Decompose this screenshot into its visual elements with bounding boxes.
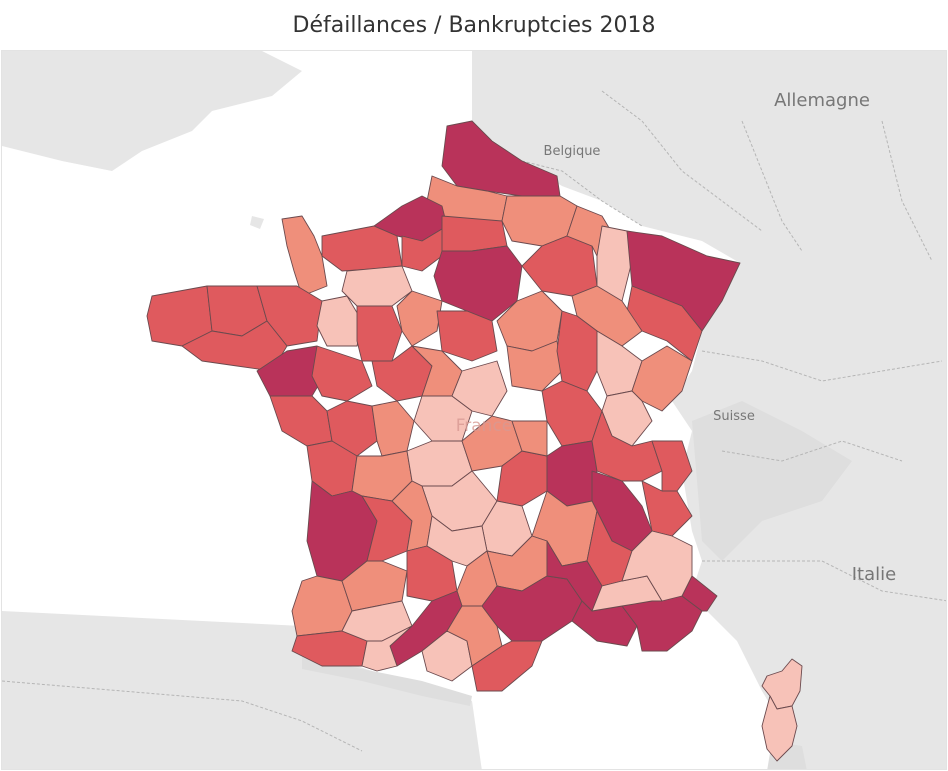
label-belgique: Belgique — [544, 144, 601, 159]
background-land — [2, 51, 946, 769]
label-france: France — [456, 416, 513, 436]
choropleth-map: Allemagne Belgique Suisse Italie France — [2, 51, 946, 769]
map-title: Défaillances / Bankruptcies 2018 — [292, 12, 656, 38]
france-departments — [146, 120, 803, 762]
label-allemagne: Allemagne — [774, 90, 870, 111]
label-suisse: Suisse — [713, 409, 755, 424]
label-italie: Italie — [852, 564, 896, 585]
map-canvas[interactable]: Allemagne Belgique Suisse Italie France — [1, 50, 947, 770]
country-borders — [2, 90, 946, 752]
